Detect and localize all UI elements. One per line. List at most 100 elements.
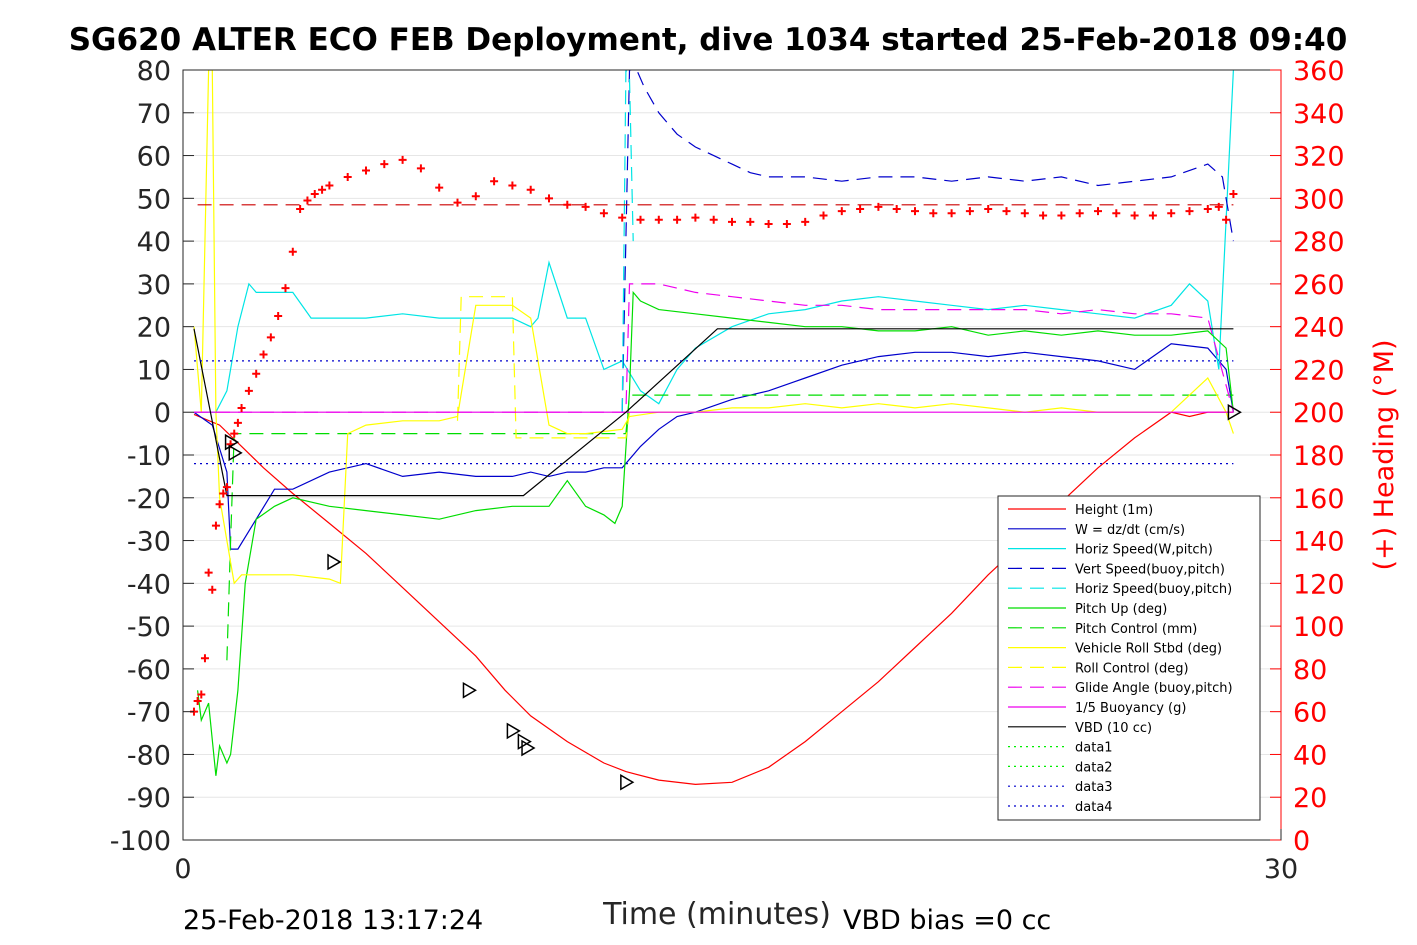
series-line-1 xyxy=(193,343,1234,550)
heading-marker xyxy=(318,185,327,194)
heading-marker xyxy=(1130,211,1139,220)
plot-series xyxy=(193,70,1234,786)
legend-label: W = dz/dt (cm/s) xyxy=(1075,523,1185,538)
tick-label-y-right: 340 xyxy=(1293,99,1345,130)
heading-marker xyxy=(1203,205,1212,214)
x-axis-label: Time (minutes) xyxy=(602,897,831,932)
heading-marker xyxy=(435,183,444,192)
heading-marker xyxy=(204,568,213,577)
series-group xyxy=(193,70,1234,786)
tick-label-y-right: 20 xyxy=(1293,783,1327,814)
heading-marker xyxy=(310,190,319,199)
heading-marker xyxy=(200,654,209,663)
tick-label-y-right: 100 xyxy=(1293,612,1345,643)
heading-marker xyxy=(325,181,334,190)
legend-label: Roll Control (deg) xyxy=(1075,661,1189,676)
heading-marker xyxy=(782,220,791,228)
dive-marker xyxy=(224,433,240,451)
tick-label-y-right: 160 xyxy=(1293,484,1345,515)
heading-marker xyxy=(1039,211,1048,220)
heading-marker xyxy=(197,690,206,699)
heading-marker xyxy=(281,284,290,293)
heading-marker xyxy=(892,205,901,214)
heading-marker xyxy=(296,205,305,214)
tick-label-y-left: -60 xyxy=(127,655,171,686)
heading-marker xyxy=(1002,207,1011,216)
legend-label: Pitch Up (deg) xyxy=(1075,602,1167,617)
heading-marker xyxy=(237,403,246,412)
legend-box xyxy=(997,495,1261,821)
legend-label: Horiz Speed(buoy,pitch) xyxy=(1075,582,1232,597)
dive-marker xyxy=(228,444,243,462)
heading-marker xyxy=(1075,209,1084,218)
tick-label-y-right: 320 xyxy=(1293,142,1345,173)
series-line-3 xyxy=(621,70,1234,413)
tick-label-y-left: 50 xyxy=(137,184,171,215)
dive-marker xyxy=(517,733,532,750)
heading-marker xyxy=(691,213,700,222)
legend-label: data4 xyxy=(1075,800,1113,815)
tick-label-y-left: 0 xyxy=(154,398,171,429)
heading-marker xyxy=(222,483,231,492)
heading-marker xyxy=(211,521,220,530)
legend-label: Glide Angle (buoy,pitch) xyxy=(1075,681,1233,696)
heading-marker xyxy=(252,369,261,378)
legend: Height (1m) W = dz/dt (cm/s) Horiz Speed(W… xyxy=(997,495,1261,821)
heading-marker xyxy=(819,211,828,220)
heading-marker xyxy=(764,220,773,228)
heading-marker xyxy=(1167,209,1176,218)
heading-marker xyxy=(545,194,553,203)
footer-timestamp: 25-Feb-2018 13:17:24 xyxy=(183,905,483,936)
heading-marker xyxy=(215,500,224,509)
tick-label-x: 0 xyxy=(174,854,191,885)
tick-label-y-left: -50 xyxy=(127,612,171,643)
heading-marker xyxy=(728,217,736,226)
heading-marker xyxy=(654,215,663,224)
tick-label-y-left: 40 xyxy=(137,227,171,258)
heading-marker xyxy=(1222,215,1231,224)
tick-label-y-left: -90 xyxy=(127,783,171,814)
series-line-8 xyxy=(456,296,631,439)
heading-marker xyxy=(947,209,956,218)
heading-marker xyxy=(343,172,352,181)
tick-label-y-left: -40 xyxy=(127,569,171,600)
heading-marker xyxy=(490,177,499,186)
tick-label-y-left: -100 xyxy=(110,826,171,857)
tick-label-y-right: 280 xyxy=(1293,227,1345,258)
legend-label: data1 xyxy=(1075,741,1113,756)
chart-title: SG620 ALTER ECO FEB Deployment, dive 103… xyxy=(69,22,1348,58)
heading-marker xyxy=(244,386,253,395)
heading-marker xyxy=(636,215,645,224)
heading-marker xyxy=(219,489,228,498)
tick-label-y-left: 80 xyxy=(137,56,171,87)
heading-marker xyxy=(266,333,275,342)
series-line-7 xyxy=(193,70,1234,585)
tick-label-y-right: 180 xyxy=(1293,441,1345,472)
heading-marker xyxy=(398,155,407,164)
dive-marker xyxy=(620,773,635,791)
series-line-9 xyxy=(194,283,1234,413)
left-y-axis: 80 70 60 50 40 30 20 10 0 -10 -20 -30 -40 -50 -60 -70 -8… xyxy=(110,56,194,857)
heading-marker xyxy=(303,196,312,205)
tick-label-y-right: 120 xyxy=(1293,569,1345,600)
heading-marker xyxy=(618,213,627,222)
heading-marker xyxy=(230,429,239,438)
heading-marker xyxy=(1185,207,1194,216)
heading-marker xyxy=(1229,190,1238,199)
heading-marker xyxy=(380,160,389,169)
heading-marker xyxy=(526,185,535,194)
heading-marker xyxy=(856,205,865,214)
tick-label-y-left: -70 xyxy=(127,698,171,729)
series-line-5 xyxy=(197,290,1234,776)
heading-marker xyxy=(837,207,846,216)
tick-label-y-left: -80 xyxy=(127,740,171,771)
legend-label: VBD (10 cc) xyxy=(1075,721,1152,736)
heading-marker xyxy=(274,311,283,320)
heading-marker xyxy=(453,198,462,207)
legend-label: Horiz Speed(W,pitch) xyxy=(1075,543,1213,558)
heading-marker xyxy=(929,209,938,218)
dive-marker xyxy=(327,553,342,571)
tick-label-y-left: -10 xyxy=(127,441,171,472)
dive-marker xyxy=(506,722,521,740)
